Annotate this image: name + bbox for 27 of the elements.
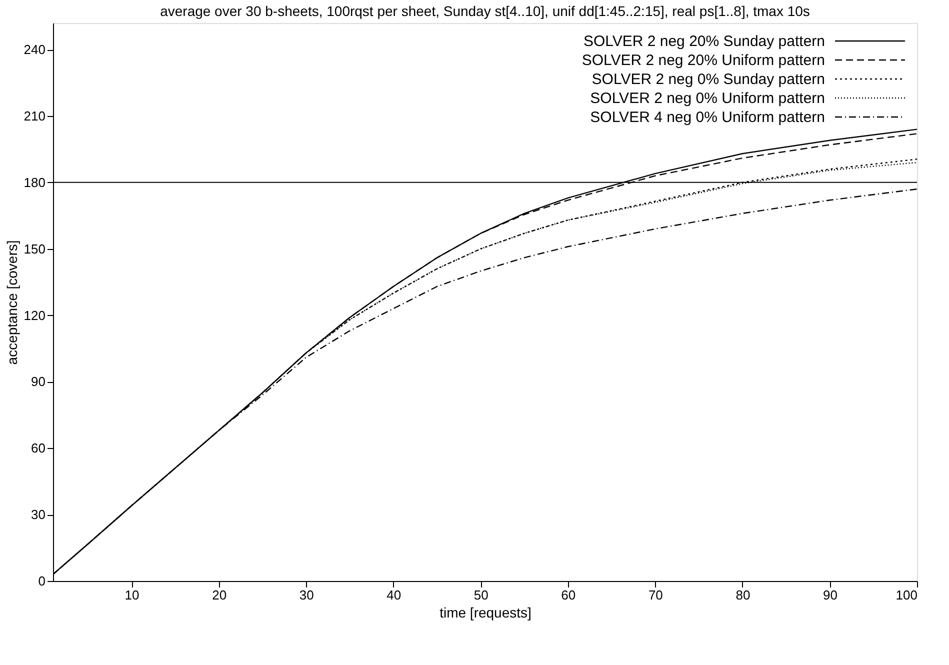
x-tick-label: 100 — [896, 588, 918, 602]
x-tick-label: 20 — [212, 588, 227, 602]
y-tick-label: 150 — [24, 241, 46, 256]
x-tick-label: 70 — [648, 588, 663, 602]
x-tick-label: 80 — [736, 588, 750, 602]
legend-label: SOLVER 4 neg 0% Uniform pattern — [590, 109, 825, 126]
legend-label: SOLVER 2 neg 0% Sunday pattern — [592, 71, 825, 88]
x-tick-label: 60 — [561, 588, 576, 602]
x-tick-label: 50 — [474, 588, 488, 602]
legend-label: SOLVER 2 neg 20% Uniform pattern — [582, 52, 825, 69]
x-tick-label: 90 — [822, 588, 838, 602]
legend-label: SOLVER 2 neg 20% Sunday pattern — [583, 33, 825, 50]
x-tick-label: 10 — [124, 588, 140, 602]
y-tick-label: 240 — [24, 42, 46, 58]
y-tick-label: 0 — [38, 574, 46, 588]
legend-label: SOLVER 2 neg 0% Uniform pattern — [590, 90, 825, 107]
y-tick-label: 120 — [24, 308, 46, 323]
x-tick-label: 30 — [299, 588, 314, 602]
y-tick-label: 60 — [31, 440, 46, 456]
y-tick-label: 90 — [31, 374, 46, 390]
y-axis-title: acceptance [covers] — [4, 240, 20, 365]
chart-title: average over 30 b-sheets, 100rqst per sheet, Sunday st[4..10], unif dd[1:45..2:15], real ps[1..8], tmax 10s — [160, 3, 810, 19]
y-tick-label: 30 — [31, 507, 46, 522]
x-tick-label: 40 — [386, 588, 402, 602]
x-axis-title: time [requests] — [440, 604, 532, 620]
y-tick-label: 180 — [24, 174, 46, 190]
y-tick-label: 210 — [24, 108, 46, 124]
